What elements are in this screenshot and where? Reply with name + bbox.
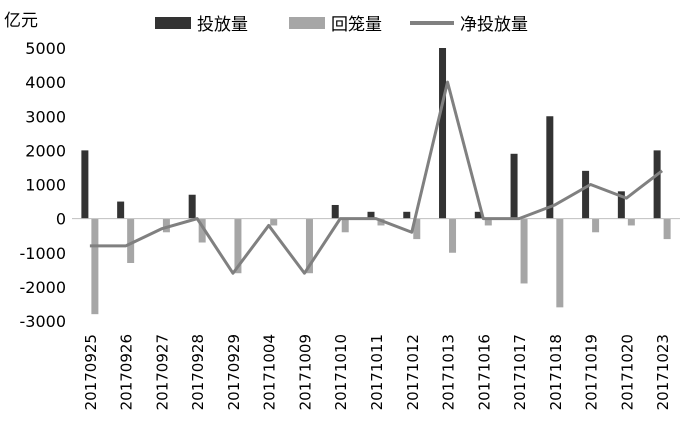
- bar-injection: [117, 201, 125, 219]
- legend-swatch: [289, 17, 325, 29]
- x-tick-label: 20171004: [261, 334, 279, 410]
- x-tick-label: 20171011: [368, 334, 386, 410]
- x-tick-label: 20171009: [296, 334, 314, 410]
- bar-injection: [510, 153, 518, 219]
- bar-injection: [188, 194, 196, 219]
- bar-withdrawal: [162, 218, 170, 233]
- legend: 投放量 回笼量 净投放量: [155, 15, 528, 35]
- bar-withdrawal: [91, 218, 99, 315]
- bar-injection: [403, 211, 411, 219]
- bar-injection: [81, 150, 89, 219]
- bar-withdrawal: [556, 218, 564, 308]
- legend-label: 净投放量: [460, 15, 528, 35]
- bar-injection: [582, 170, 590, 219]
- x-tick-label: 20171018: [547, 334, 565, 410]
- y-axis-label: 亿元: [4, 11, 38, 31]
- bar-injection: [439, 48, 447, 219]
- bar-withdrawal: [449, 218, 457, 253]
- bar-withdrawal: [413, 218, 421, 240]
- legend-swatch: [155, 17, 191, 29]
- y-tick-label: -2000: [20, 278, 67, 297]
- bar-injection: [617, 191, 625, 219]
- x-tick-label: 20170928: [189, 334, 207, 410]
- bar-withdrawal: [270, 218, 278, 226]
- bar-injection: [546, 116, 554, 219]
- bar-withdrawal: [627, 218, 635, 226]
- bar-withdrawal: [663, 218, 671, 240]
- x-axis-ticks: 20170925 20170926 20170927 20170928 20170929…: [82, 334, 672, 410]
- bar-withdrawal: [484, 218, 492, 226]
- bar-withdrawal: [198, 218, 206, 243]
- y-tick-label: -3000: [20, 312, 67, 331]
- x-tick-label: 20171019: [583, 334, 601, 410]
- bar-injection: [331, 204, 339, 219]
- bar-injection: [653, 150, 661, 219]
- x-tick-label: 20171013: [440, 334, 458, 410]
- y-tick-label: -1000: [20, 244, 67, 263]
- bar-withdrawal: [305, 218, 313, 274]
- x-tick-label: 20170925: [82, 334, 100, 410]
- net-injection-line: [89, 80, 664, 275]
- y-tick-label: 0: [56, 210, 66, 229]
- x-tick-label: 20171023: [654, 334, 672, 410]
- x-tick-label: 20171017: [511, 334, 529, 410]
- y-tick-label: 5000: [25, 39, 66, 58]
- bar-withdrawal: [234, 218, 242, 274]
- bar-injection: [367, 211, 375, 219]
- y-tick-label: 3000: [25, 107, 66, 126]
- bar-withdrawal: [127, 218, 135, 263]
- legend-label: 回笼量: [331, 15, 382, 35]
- x-tick-label: 20170926: [118, 334, 136, 410]
- x-tick-label: 20171016: [475, 334, 493, 410]
- y-tick-label: 2000: [25, 141, 66, 160]
- x-tick-label: 20170927: [153, 334, 171, 410]
- x-tick-label: 20171010: [332, 334, 350, 410]
- x-tick-label: 20171020: [618, 334, 636, 410]
- bar-withdrawal: [592, 218, 600, 233]
- legend-label: 投放量: [197, 15, 248, 35]
- bars: [81, 48, 671, 315]
- line-series: [89, 80, 664, 275]
- bar-injection: [474, 211, 482, 219]
- x-tick-label: 20171012: [404, 334, 422, 410]
- x-tick-label: 20170929: [225, 334, 243, 410]
- bar-withdrawal: [341, 218, 349, 233]
- y-tick-label: 1000: [25, 176, 66, 195]
- y-tick-label: 4000: [25, 73, 66, 92]
- y-axis-ticks: 5000 4000 3000 2000 1000 0 -1000 -2000 -3000: [20, 39, 67, 331]
- bar-withdrawal: [520, 218, 528, 284]
